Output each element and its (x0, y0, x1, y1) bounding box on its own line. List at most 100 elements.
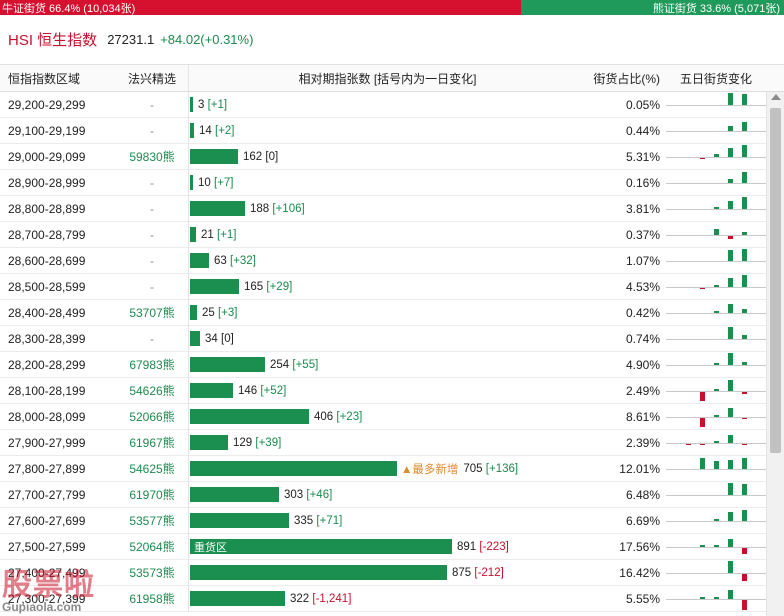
table-row[interactable]: 28,500-28,599 - 165 [+29] 4.53% (0, 273, 766, 300)
table-row[interactable]: 28,000-28,099 52066熊 406 [+23] 8.61% (0, 403, 766, 430)
count-delta: [+1] (207, 98, 228, 111)
row-count: 891 [-223] (457, 541, 509, 553)
row-pick[interactable]: 61967熊 (129, 436, 175, 450)
scrollbar[interactable] (766, 92, 784, 616)
row-range: 29,100-29,199 (8, 123, 86, 138)
count-value: 254 (270, 358, 290, 371)
count-value: 34 (205, 332, 218, 345)
row-pick[interactable]: 61970熊 (129, 488, 175, 502)
sparkline-bar (728, 482, 733, 495)
row-bar-cell: ▲最多新增 705 [+136] (188, 455, 586, 482)
five-day-sparkline (666, 430, 766, 456)
row-range: 28,000-28,099 (8, 409, 86, 424)
sparkline-bar (700, 443, 705, 445)
table-row[interactable]: 27,500-27,599 52064熊 重货区 891 [-223] 17.56% (0, 533, 766, 560)
sparkline-bar (728, 352, 733, 365)
table-row[interactable]: 28,300-28,399 - 34 [0] 0.74% (0, 325, 766, 352)
table-row[interactable]: 28,800-28,899 - 188 [+106] 3.81% (0, 195, 766, 222)
table-row[interactable]: 27,600-27,699 53577熊 335 [+71] 6.69% (0, 507, 766, 534)
count-delta: [-223] (479, 540, 509, 553)
row-share: 4.90% (625, 357, 660, 372)
row-pick: - (150, 97, 154, 112)
sparkline-bar (714, 461, 719, 469)
row-share: 6.69% (625, 513, 660, 528)
sparkline-bar (742, 547, 747, 554)
sparkline-baseline (666, 260, 766, 262)
row-share: 12.01% (619, 461, 660, 476)
row-range: 28,800-28,899 (8, 201, 86, 216)
sparkline-bar (700, 458, 705, 469)
table-row[interactable]: 28,100-28,199 54626熊 146 [+52] 2.49% (0, 377, 766, 404)
row-bar-cell: 188 [+106] (188, 195, 586, 222)
row-pick[interactable]: 53573熊 (129, 566, 175, 580)
scrollbar-thumb[interactable] (770, 108, 781, 453)
row-count: 25 [+3] (202, 307, 238, 319)
table-row[interactable]: 28,700-28,799 - 21 [+1] 0.37% (0, 221, 766, 248)
five-day-sparkline (666, 586, 766, 612)
row-range: 27,800-27,899 (8, 461, 86, 476)
table-row[interactable]: 27,900-27,999 61967熊 129 [+39] 2.39% (0, 429, 766, 456)
table-row[interactable]: 27,800-27,899 54625熊 ▲最多新增 705 [+136] 12.01% (0, 455, 766, 482)
row-count: 34 [0] (205, 333, 234, 345)
table-row[interactable]: 29,200-29,299 - 3 [+1] 0.05% (0, 91, 766, 118)
five-day-sparkline (666, 378, 766, 404)
row-bar-cell: 254 [+55] (188, 351, 586, 378)
five-day-sparkline (666, 92, 766, 118)
count-bar (190, 175, 193, 190)
row-count: 165 [+29] (244, 281, 292, 293)
count-bar (190, 513, 289, 528)
row-pick[interactable]: 53707熊 (129, 306, 175, 320)
row-count: 10 [+7] (198, 177, 234, 189)
count-delta: [+2] (215, 124, 235, 137)
sparkline-baseline (666, 520, 766, 522)
table-row[interactable]: 28,600-28,699 - 63 [+32] 1.07% (0, 247, 766, 274)
row-pick[interactable]: 52064熊 (129, 540, 175, 554)
row-pick[interactable]: 52066熊 (129, 410, 175, 424)
scroll-up-arrow-icon[interactable] (771, 94, 781, 100)
row-count: 875 [-212] (452, 567, 504, 579)
row-range: 28,100-28,199 (8, 383, 86, 398)
table-row[interactable]: 29,100-29,199 - 14 [+2] 0.44% (0, 117, 766, 144)
row-count: 3 [+1] (198, 99, 227, 111)
count-bar (190, 409, 309, 424)
row-range: 27,900-27,999 (8, 435, 86, 450)
table-row[interactable]: 27,700-27,799 61970熊 303 [+46] 6.48% (0, 481, 766, 508)
sparkline-baseline (666, 364, 766, 366)
row-pick[interactable]: 59830熊 (129, 150, 175, 164)
row-pick[interactable]: 54625熊 (129, 462, 175, 476)
row-pick[interactable]: 54626熊 (129, 384, 175, 398)
index-change: +84.02(+0.31%) (160, 32, 254, 47)
five-day-sparkline (666, 144, 766, 170)
row-pick[interactable]: 67983熊 (129, 358, 175, 372)
row-bar-cell: 146 [+52] (188, 377, 586, 404)
row-pick[interactable]: 61958熊 (129, 592, 175, 606)
count-delta: [+136] (485, 462, 519, 475)
sparkline-bar (728, 235, 733, 240)
index-header: HSI 恒生指数 27231.1 +84.02(+0.31%) (0, 15, 784, 65)
table-row[interactable]: 28,400-28,499 53707熊 25 [+3] 0.42% (0, 299, 766, 326)
row-bar-cell: 25 [+3] (188, 299, 586, 326)
sparkline-baseline (666, 494, 766, 496)
table-row[interactable]: 28,200-28,299 67983熊 254 [+55] 4.90% (0, 351, 766, 378)
row-count: 21 [+1] (201, 229, 237, 241)
five-day-sparkline (666, 326, 766, 352)
sparkline-baseline (666, 416, 766, 418)
row-pick[interactable]: 53577熊 (129, 514, 175, 528)
table-row[interactable]: 27,400-27,499 53573熊 875 [-212] 16.42% (0, 559, 766, 586)
count-bar (190, 305, 197, 320)
five-day-sparkline (666, 118, 766, 144)
count-bar (190, 201, 245, 216)
row-pick: - (150, 201, 154, 216)
row-range: 27,300-27,399 (8, 591, 86, 606)
table-row[interactable]: 28,900-28,999 - 10 [+7] 0.16% (0, 169, 766, 196)
sparkline-bar (728, 178, 733, 183)
watermark-en: Gupiaola.com (2, 600, 82, 614)
sparkline-bar (742, 573, 747, 581)
sparkline-bar (742, 458, 747, 469)
table-row[interactable]: 27,300-27,399 61958熊 322 [-1,241] 5.55% (0, 585, 766, 612)
table-row[interactable]: 29,000-29,099 59830熊 162 [0] 5.31% (0, 143, 766, 170)
row-count: 162 [0] (243, 151, 278, 163)
row-share: 8.61% (625, 409, 660, 424)
row-share: 2.39% (625, 435, 660, 450)
sparkline-bar (742, 334, 747, 339)
